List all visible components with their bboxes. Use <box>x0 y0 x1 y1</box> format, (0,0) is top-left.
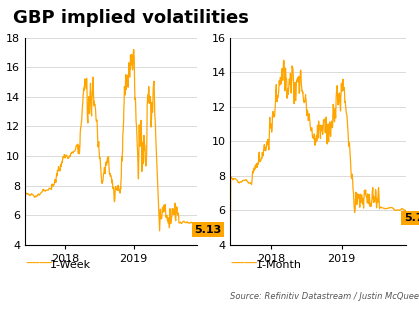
Text: 5.70: 5.70 <box>404 213 419 223</box>
Text: ——: —— <box>25 257 53 271</box>
Text: Source: Refinitiv Datastream / Justin McQueen: Source: Refinitiv Datastream / Justin Mc… <box>230 292 419 301</box>
Text: 1-Month: 1-Month <box>256 260 302 270</box>
Text: 5.13: 5.13 <box>194 225 222 235</box>
Text: ——: —— <box>230 257 258 271</box>
Text: 1-Week: 1-Week <box>50 260 91 270</box>
Text: GBP implied volatilities: GBP implied volatilities <box>13 9 248 27</box>
